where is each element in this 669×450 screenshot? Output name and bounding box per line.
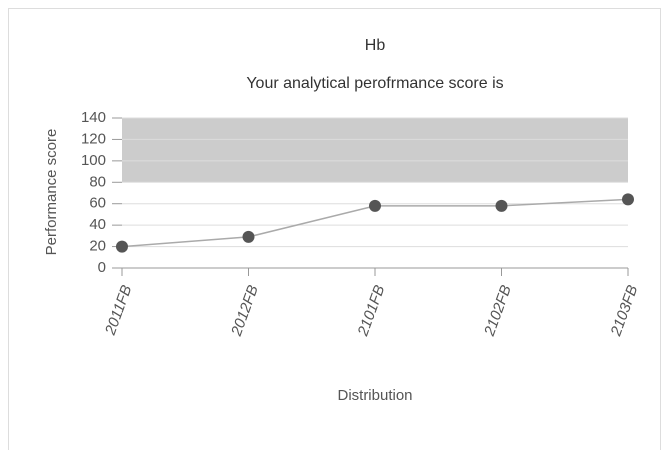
data-point [369,199,381,212]
y-tick-label: 0 [98,259,106,276]
data-point [622,193,634,206]
data-point [495,199,508,212]
chart-subtitle: Your analytical perofrmance score is [246,75,503,92]
y-tick-label: 120 [81,130,106,147]
chart-title: Hb [365,37,386,54]
reference-band [122,118,628,183]
y-tick-label: 100 [81,152,106,169]
data-point [116,240,128,253]
y-axis-label: Performance score [43,129,60,256]
x-axis-label: Distribution [337,387,412,404]
y-tick-label: 140 [81,109,106,126]
y-tick-label: 80 [89,173,106,190]
y-tick-label: 40 [89,216,106,233]
frame [8,8,661,450]
y-tick-label: 60 [89,195,106,212]
y-tick-label: 20 [89,238,106,255]
data-point [242,230,255,243]
